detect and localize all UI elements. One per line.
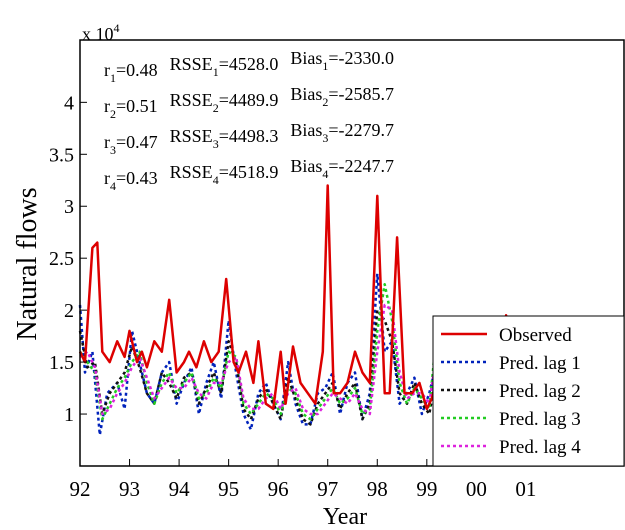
- y-tick-label: 3: [64, 196, 74, 218]
- y-tick-label: 1.5: [49, 352, 74, 374]
- x-tick-label: 99: [416, 477, 437, 501]
- stats-line: r4=0.43 RSSE4=4518.9 Bias4=-2247.7: [104, 156, 394, 193]
- stats-rsub: 1: [110, 71, 116, 85]
- stats-b: Bias: [290, 84, 322, 104]
- x-tick-label: 98: [367, 477, 388, 501]
- stats-sv: =4489.9: [219, 90, 279, 110]
- stats-r: r: [104, 96, 110, 116]
- stats-sv: =4518.9: [219, 162, 279, 182]
- stats-rsub: 3: [110, 143, 116, 157]
- stats-b: Bias: [290, 120, 322, 140]
- legend-label: Pred. lag 3: [499, 409, 581, 430]
- stats-line: r1=0.48 RSSE1=4528.0 Bias1=-2330.0: [104, 48, 394, 85]
- stats-r: r: [104, 60, 110, 80]
- stats-rsub: 2: [110, 107, 116, 121]
- stats-s: RSSE: [170, 90, 213, 110]
- stats-line: r3=0.47 RSSE3=4498.3 Bias3=-2279.7: [104, 120, 394, 157]
- y-multiplier: x 104: [82, 21, 120, 44]
- stats-line: r2=0.51 RSSE2=4489.9 Bias2=-2585.7: [104, 84, 394, 121]
- stats-sv: =4528.0: [219, 54, 279, 74]
- x-tick-label: 00: [466, 477, 487, 501]
- y-tick-label: 3.5: [49, 144, 74, 166]
- y-multiplier-base: x 10: [82, 24, 114, 44]
- x-tick-label: 97: [317, 477, 338, 501]
- stats-bsub: 1: [322, 59, 328, 73]
- legend: Observed Pred. lag 1 Pred. lag 2 Pred. lag …: [432, 315, 625, 467]
- y-axis-label: Natural flows: [12, 187, 43, 340]
- stats-s: RSSE: [170, 126, 213, 146]
- y-tick-label: 2: [64, 300, 74, 322]
- stats-bv: =-2585.7: [328, 84, 394, 104]
- legend-label: Pred. lag 1: [499, 353, 581, 374]
- stats-ssub: 2: [213, 101, 219, 115]
- stats-bsub: 3: [322, 131, 328, 145]
- x-tick-label: 93: [119, 477, 140, 501]
- stats-s: RSSE: [170, 54, 213, 74]
- legend-label: Pred. lag 2: [499, 381, 581, 402]
- stats-rv: =0.51: [116, 96, 158, 116]
- stats-rv: =0.47: [116, 132, 158, 152]
- stats-ssub: 1: [213, 65, 219, 79]
- legend-box: [432, 315, 625, 467]
- stats-bv: =-2279.7: [328, 120, 394, 140]
- stats-rv: =0.48: [116, 60, 158, 80]
- x-tick-label: 94: [169, 477, 191, 501]
- stats-bv: =-2330.0: [328, 48, 394, 68]
- legend-label: Pred. lag 4: [499, 437, 581, 458]
- stats-r: r: [104, 168, 110, 188]
- stats-bsub: 4: [322, 167, 328, 181]
- stats-ssub: 4: [213, 173, 219, 187]
- x-tick-label: 01: [515, 477, 536, 501]
- stats-b: Bias: [290, 48, 322, 68]
- stats-bsub: 2: [322, 95, 328, 109]
- y-multiplier-exponent: 4: [114, 21, 120, 35]
- x-tick-label: 96: [268, 477, 289, 501]
- x-tick-label: 95: [218, 477, 239, 501]
- y-tick-label: 2.5: [49, 248, 74, 270]
- stats-rsub: 4: [110, 179, 116, 193]
- x-axis-label: Year: [323, 504, 367, 530]
- stats-bv: =-2247.7: [328, 156, 394, 176]
- stats-sv: =4498.3: [219, 126, 279, 146]
- stats-s: RSSE: [170, 162, 213, 182]
- legend-label: Observed: [499, 325, 572, 346]
- stats-annotations: r1=0.48 RSSE1=4528.0 Bias1=-2330.0r2=0.51 R…: [104, 48, 394, 193]
- axis-ticks: 92 93 94 95 96 97 98 99 00 01 1 1.5 2 2.5 3 3.5 4: [49, 92, 536, 501]
- stats-ssub: 3: [213, 137, 219, 151]
- stats-r: r: [104, 132, 110, 152]
- y-tick-label: 4: [64, 92, 74, 114]
- y-tick-label: 1: [64, 404, 74, 426]
- x-tick-label: 92: [70, 477, 91, 501]
- axes-frame: [79, 39, 625, 467]
- stats-b: Bias: [290, 156, 322, 176]
- stats-rv: =0.43: [116, 168, 158, 188]
